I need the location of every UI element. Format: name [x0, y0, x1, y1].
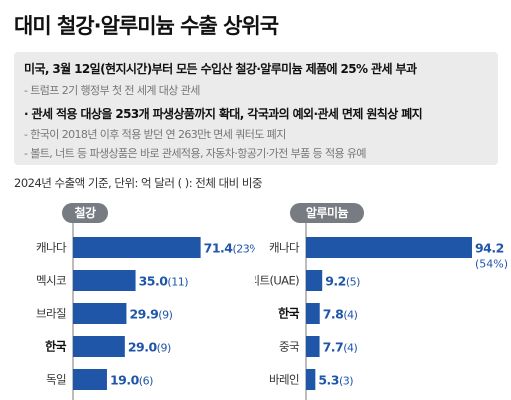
value-number: 7.7 [323, 340, 344, 355]
category-label: 캐나다 [269, 241, 300, 255]
value-number: 29.9 [129, 307, 158, 322]
share-label: (11) [167, 276, 188, 289]
info-box: 미국, 3월 12일(현지시간)부터 모든 수입산 철강·알루미늄 제품에 25… [14, 52, 498, 165]
category-label: 아랍에미리트(UAE) [255, 274, 299, 288]
unit-note: 2024년 수출액 기준, 단위: 억 달러 ( ): 전체 대비 비중 [14, 176, 263, 190]
steel-chart-title: 철강 [62, 203, 108, 223]
value-label: 35.0(11) [139, 274, 189, 289]
value-label: 29.0(9) [128, 340, 171, 355]
bar [73, 303, 127, 324]
value-label: 9.2(5) [325, 274, 360, 289]
aluminum-bar-chart: 캐나다94.2(54%)아랍에미리트(UAE)9.2(5)한국7.8(4)중국7… [255, 222, 508, 400]
aluminum-chart-title: 알루미늄 [290, 203, 364, 223]
category-label: 캐나다 [36, 241, 67, 255]
bar [306, 336, 320, 357]
category-label: 한국 [278, 306, 299, 321]
bar [73, 270, 136, 291]
value-number: 5.3 [318, 373, 339, 388]
share-label: (5) [346, 276, 360, 289]
value-number: 19.0 [110, 373, 140, 388]
category-label: 멕시코 [36, 274, 66, 288]
share-label: (4) [343, 342, 357, 355]
bar [306, 270, 323, 291]
share-label: (4) [343, 309, 357, 322]
bar [73, 336, 125, 357]
info-line-headline: 미국, 3월 12일(현지시간)부터 모든 수입산 철강·알루미늄 제품에 25… [24, 62, 417, 76]
value-number: 71.4 [204, 241, 234, 256]
category-label: 브라질 [36, 307, 66, 321]
category-label: 한국 [45, 339, 66, 354]
value-label: 19.0(6) [110, 373, 153, 388]
page-title: 대미 철강·알루미늄 수출 상위국 [14, 14, 279, 38]
category-label: 중국 [279, 340, 299, 354]
value-label: 94.2 [475, 241, 504, 256]
info-line-detail: - 볼트, 너트 등 파생상품은 바로 관세적용, 자동차·항공기·가전 부품 … [24, 147, 367, 160]
share-label: (54%) [475, 258, 508, 271]
share-label: (9) [157, 342, 171, 355]
bar [306, 303, 320, 324]
value-label: 7.8(4) [323, 307, 358, 322]
value-label: 29.9(9) [129, 307, 172, 322]
bar [306, 369, 316, 390]
info-line-detail: - 트럼프 2기 행정부 첫 전 세계 대상 관세 [24, 84, 200, 97]
value-label: 5.3(3) [318, 373, 353, 388]
category-label: 독일 [46, 373, 66, 387]
value-number: 94.2 [475, 241, 504, 256]
bar [73, 369, 107, 390]
value-number: 29.0 [128, 340, 158, 355]
share-label: (6) [139, 375, 153, 388]
value-number: 9.2 [325, 274, 346, 289]
value-number: 35.0 [139, 274, 169, 289]
share-label: (9) [158, 309, 172, 322]
share-label: (3) [339, 375, 353, 388]
value-number: 7.8 [323, 307, 344, 322]
value-label: 71.4(23%) [204, 241, 255, 256]
category-label: 바레인 [269, 373, 299, 387]
bar [306, 237, 472, 258]
info-line-detail: - 한국이 2018년 이후 적용 받던 연 263만t 면세 쿼터도 폐지 [24, 128, 286, 141]
value-label: 7.7(4) [323, 340, 358, 355]
share-label: (23%) [232, 243, 255, 256]
bar [73, 237, 201, 258]
steel-bar-chart: 캐나다71.4(23%)멕시코35.0(11)브라질29.9(9)한국29.0(… [36, 222, 255, 400]
info-line-headline: · 관세 적용 대상을 253개 파생상품까지 확대, 각국과의 예외·관세 면… [24, 107, 423, 121]
